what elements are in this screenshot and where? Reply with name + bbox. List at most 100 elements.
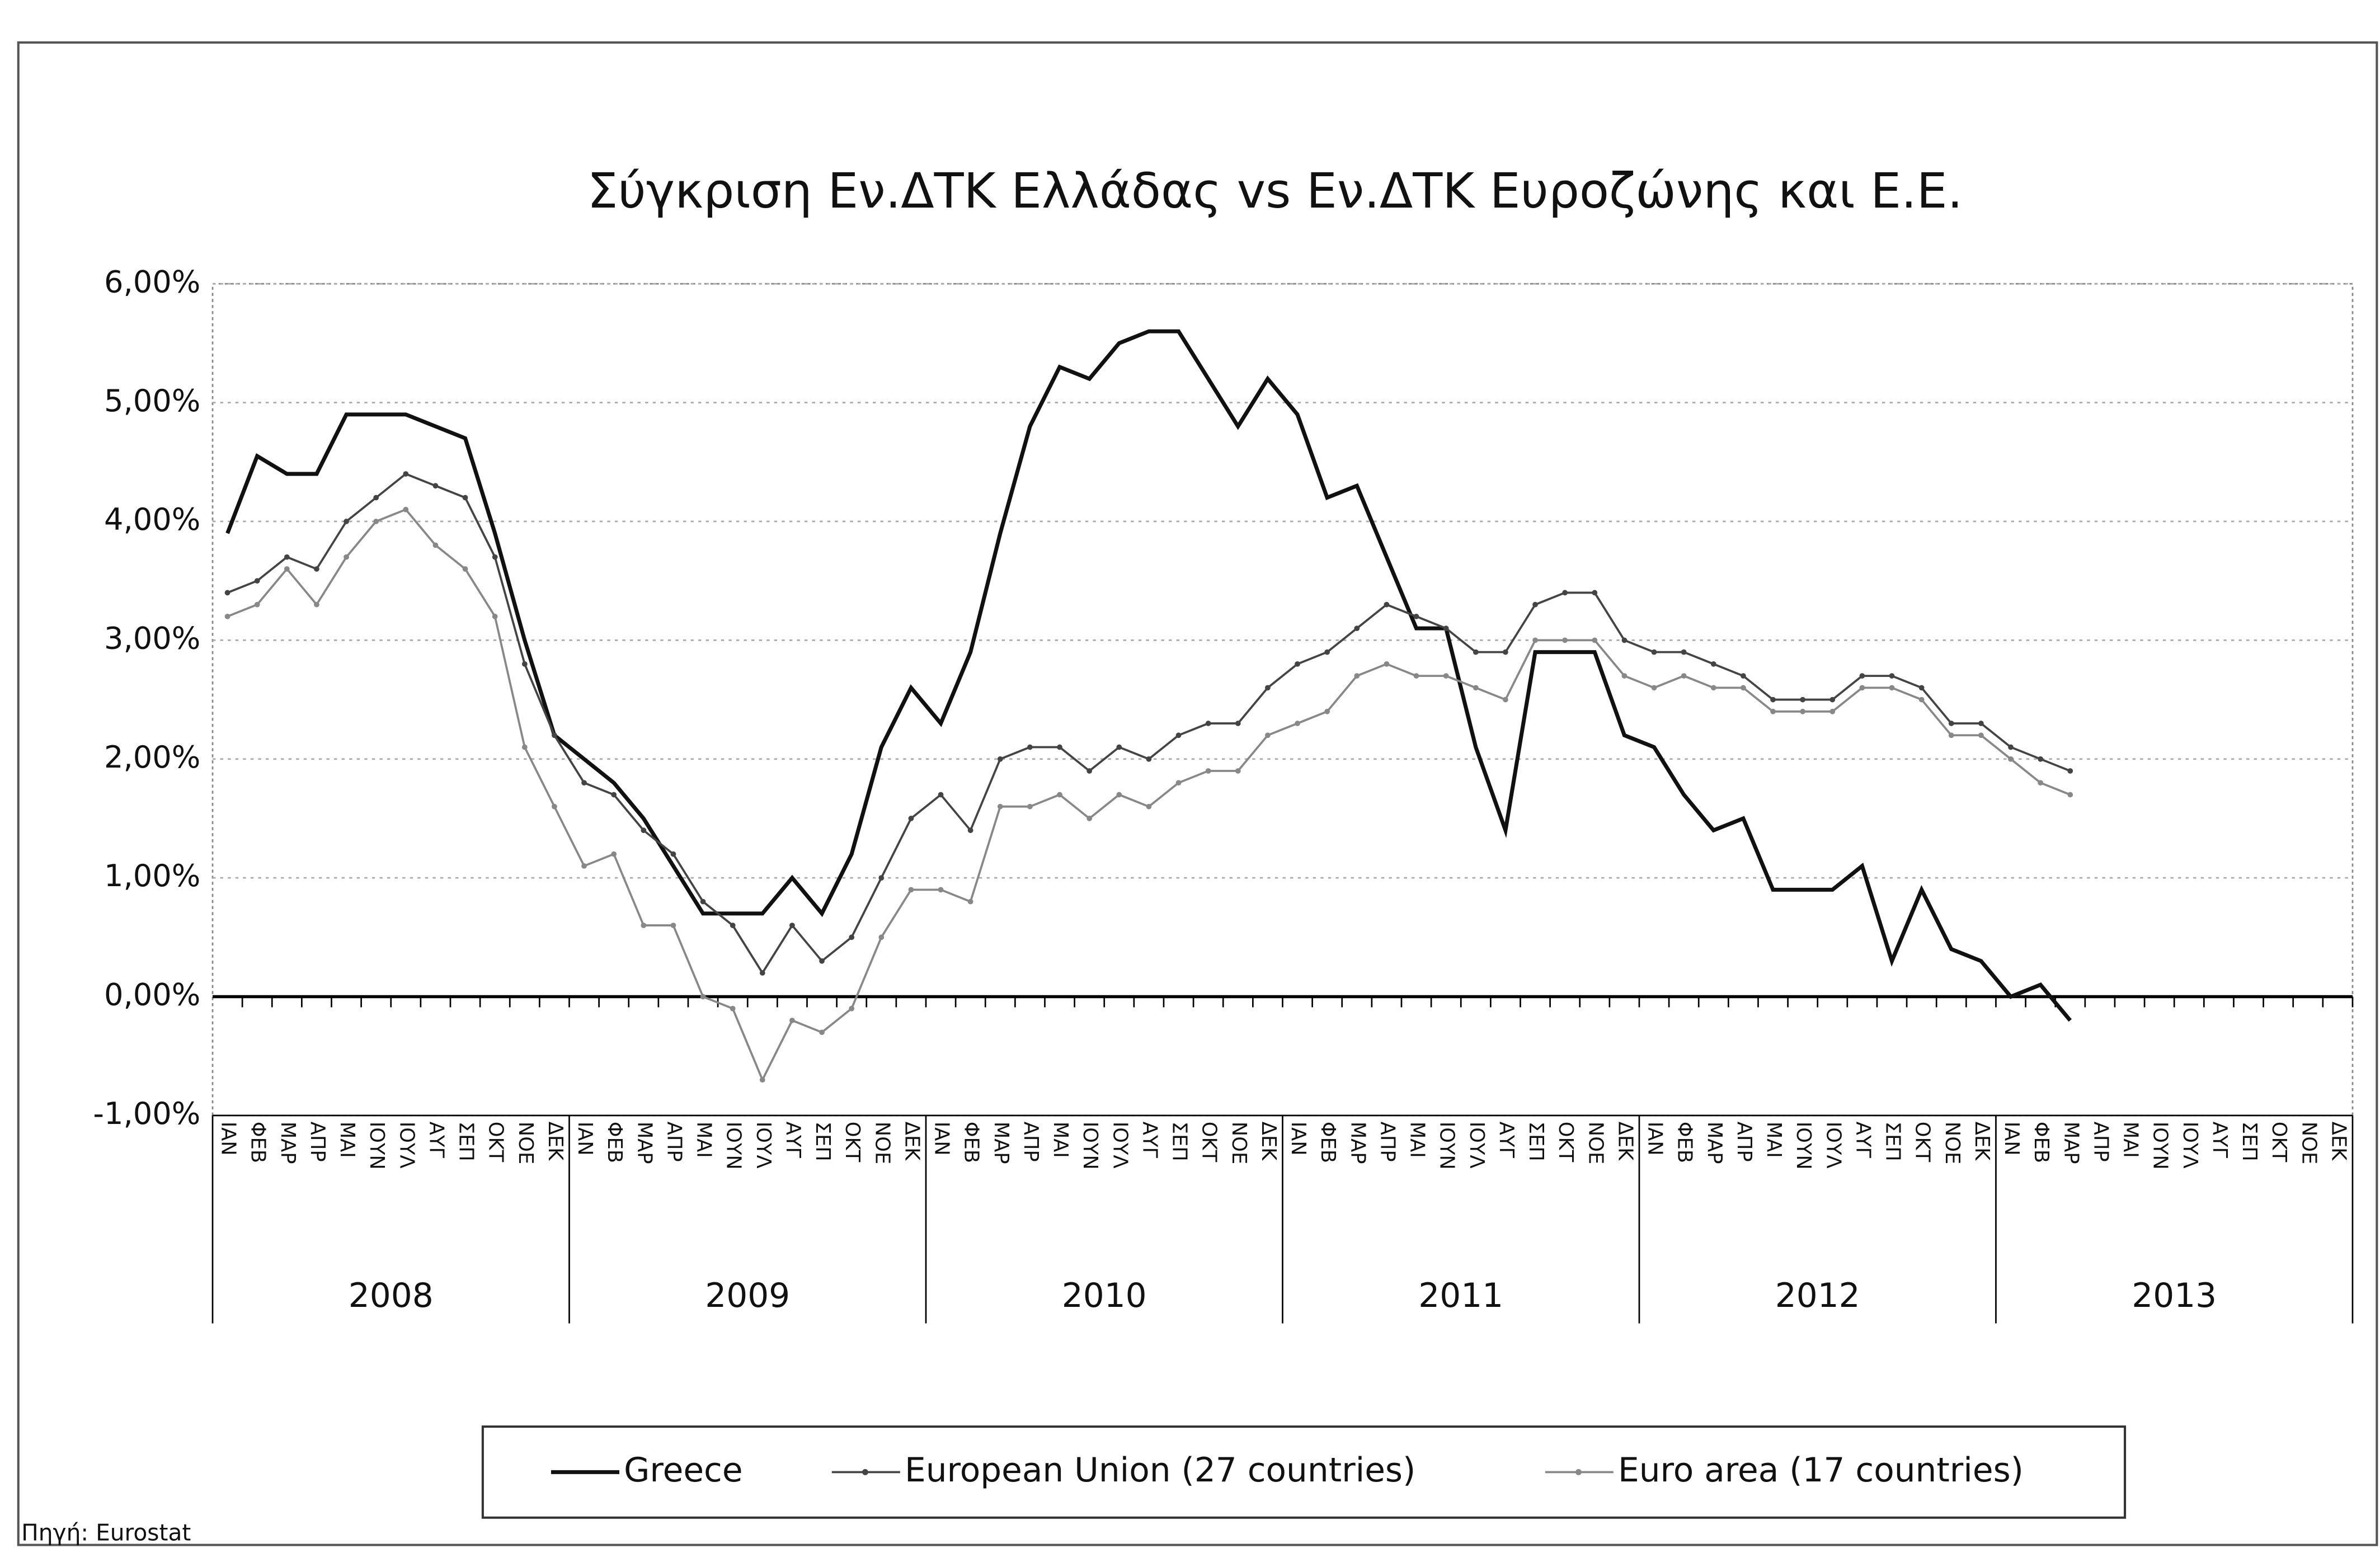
series-marker bbox=[254, 578, 260, 584]
series-marker bbox=[1651, 685, 1657, 691]
series-marker bbox=[314, 566, 319, 572]
x-tick-label: ΜΑΙ bbox=[2119, 1122, 2142, 1158]
series-marker bbox=[1086, 816, 1093, 821]
x-tick-label: ΦΕΒ bbox=[2030, 1122, 2053, 1163]
series-marker bbox=[432, 483, 439, 489]
series-marker bbox=[730, 923, 736, 928]
series-marker bbox=[1384, 601, 1390, 608]
x-tick-label: ΔΕΚ bbox=[544, 1122, 567, 1161]
y-tick-label: 4,00% bbox=[104, 502, 200, 537]
series-marker bbox=[1532, 601, 1538, 608]
series-marker bbox=[1621, 673, 1628, 679]
y-tick-label: 5,00% bbox=[104, 383, 200, 418]
series-marker bbox=[1324, 649, 1330, 655]
series-marker bbox=[2067, 792, 2073, 798]
series-marker bbox=[552, 732, 557, 738]
x-tick-label: ΣΕΠ bbox=[1525, 1122, 1548, 1161]
series-marker bbox=[1859, 673, 1865, 679]
series-marker bbox=[878, 934, 885, 940]
x-tick-label: ΦΕΒ bbox=[960, 1122, 983, 1163]
series-marker bbox=[1770, 697, 1776, 703]
series-marker bbox=[1562, 637, 1568, 643]
year-label: 2013 bbox=[2132, 1277, 2217, 1315]
legend-label: Euro area (17 countries) bbox=[1618, 1451, 2024, 1490]
series-marker bbox=[521, 744, 528, 750]
series-marker bbox=[1175, 732, 1182, 738]
x-tick-label: ΑΠΡ bbox=[1733, 1122, 1756, 1162]
x-tick-label: ΣΕΠ bbox=[811, 1122, 834, 1161]
x-tick-label: ΔΕΚ bbox=[2327, 1122, 2350, 1161]
series-marker bbox=[552, 803, 557, 810]
series-marker bbox=[641, 827, 647, 834]
x-tick-label: ΑΥΓ bbox=[1851, 1122, 1874, 1159]
x-tick-label: ΣΕΠ bbox=[2238, 1122, 2261, 1161]
x-tick-label: ΟΚΤ bbox=[1554, 1122, 1577, 1163]
x-tick-label: ΔΕΚ bbox=[1614, 1122, 1636, 1161]
x-tick-label: ΜΑΡ bbox=[990, 1122, 1013, 1164]
series-marker bbox=[908, 816, 914, 821]
y-tick-label: 6,00% bbox=[104, 264, 200, 299]
series-marker bbox=[938, 792, 944, 798]
x-tick-label: ΜΑΙ bbox=[1049, 1122, 1072, 1158]
series-marker bbox=[1324, 708, 1330, 714]
series-marker bbox=[1205, 768, 1211, 774]
series-marker bbox=[1800, 697, 1806, 703]
series-marker bbox=[1473, 649, 1479, 655]
series-marker bbox=[1265, 685, 1271, 691]
series-marker bbox=[1918, 697, 1925, 703]
series-marker bbox=[1681, 673, 1687, 679]
series-marker bbox=[462, 566, 468, 572]
series-marker bbox=[819, 1029, 825, 1036]
x-tick-label: ΟΚΤ bbox=[1911, 1122, 1934, 1163]
series-marker bbox=[641, 923, 647, 928]
series-marker bbox=[344, 554, 349, 560]
series-marker bbox=[1295, 721, 1300, 726]
x-tick-label: ΙΑΝ bbox=[217, 1122, 240, 1156]
series-marker bbox=[373, 519, 379, 524]
series-marker bbox=[878, 875, 885, 881]
x-tick-label: ΜΑΡ bbox=[1346, 1122, 1369, 1164]
x-tick-label: ΟΚΤ bbox=[485, 1122, 507, 1163]
series-marker bbox=[224, 614, 231, 619]
series-marker bbox=[849, 1005, 855, 1011]
series-marker bbox=[254, 601, 260, 608]
series-marker bbox=[967, 898, 973, 905]
series-marker bbox=[314, 601, 319, 608]
y-tick-label: 0,00% bbox=[104, 977, 200, 1013]
x-tick-label: ΝΟΕ bbox=[1941, 1122, 1964, 1164]
series-marker bbox=[1978, 721, 1984, 726]
x-tick-label: ΙΟΥΝ bbox=[1079, 1122, 1102, 1170]
x-tick-label: ΜΑΙ bbox=[1762, 1122, 1785, 1158]
plot-area bbox=[211, 283, 2354, 1117]
series-marker bbox=[1086, 768, 1093, 774]
legend-marker bbox=[1575, 1469, 1582, 1475]
x-tick-label: ΑΠΡ bbox=[306, 1122, 329, 1162]
series-marker bbox=[581, 780, 587, 786]
legend-box bbox=[481, 1425, 2127, 1519]
year-label: 2011 bbox=[1418, 1277, 1503, 1315]
series-marker bbox=[849, 934, 855, 940]
x-tick-label: ΦΕΒ bbox=[1316, 1122, 1339, 1163]
x-tick-label: ΦΕΒ bbox=[603, 1122, 626, 1163]
x-tick-label: ΟΚΤ bbox=[841, 1122, 864, 1163]
y-tick-label: 3,00% bbox=[104, 621, 200, 656]
series-marker bbox=[1978, 732, 1984, 738]
series-marker bbox=[1829, 708, 1836, 714]
x-tick-label: ΝΟΕ bbox=[871, 1122, 893, 1164]
x-tick-label: ΦΕΒ bbox=[1673, 1122, 1696, 1163]
series-marker bbox=[1889, 685, 1895, 691]
series-marker bbox=[1146, 803, 1152, 810]
x-tick-label: ΑΠΡ bbox=[2089, 1122, 2112, 1162]
x-tick-label: ΜΑΙ bbox=[336, 1122, 359, 1158]
series-marker bbox=[1859, 685, 1865, 691]
legend-label: Greece bbox=[624, 1451, 742, 1490]
y-tick-label: 1,00% bbox=[104, 858, 200, 893]
x-tick-label: ΦΕΒ bbox=[247, 1122, 270, 1163]
series-marker bbox=[1354, 625, 1360, 632]
x-tick-label: ΑΥΓ bbox=[2208, 1122, 2231, 1159]
series-marker bbox=[2008, 756, 2014, 762]
x-tick-label: ΑΥΓ bbox=[425, 1122, 448, 1159]
x-tick-label: ΜΑΙ bbox=[693, 1122, 716, 1158]
